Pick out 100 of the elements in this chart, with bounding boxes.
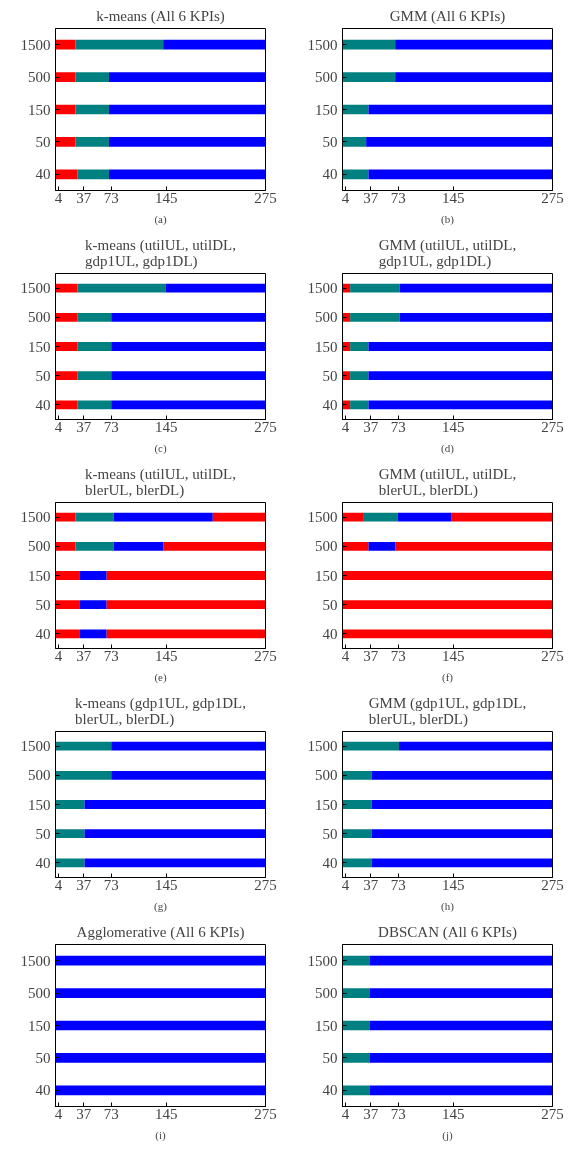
y-tick-label: 40	[322, 854, 338, 871]
x-tick-label: 145	[441, 418, 465, 435]
y-tick-label: 150	[315, 1017, 338, 1034]
x-tick-label: 275	[254, 876, 277, 893]
y-tick-label: 150	[28, 567, 51, 584]
x-tick-label: 73	[103, 189, 119, 206]
y-tick-label: 1500	[307, 509, 338, 526]
y-tick-label: 40	[35, 854, 51, 871]
y-tick-label: 150	[28, 101, 51, 118]
y-tick-label: 40	[35, 396, 51, 413]
x-tick-label: 145	[154, 876, 178, 893]
x-tick-label: 275	[254, 1105, 277, 1122]
y-tick-label: 40	[35, 1082, 51, 1099]
x-tick-label: 4	[341, 876, 350, 893]
y-tick-label: 50	[322, 825, 338, 842]
y-tick-label: 50	[35, 133, 51, 150]
x-tick-label: 73	[390, 418, 406, 435]
y-tick-label: 50	[322, 596, 338, 613]
text: (j)	[442, 1128, 454, 1142]
chart-title: Agglomerative (All 6 KPIs)	[76, 923, 245, 941]
x-tick-label: 73	[103, 1105, 119, 1122]
x-tick-label: 4	[341, 418, 350, 435]
x-tick-label: 37	[76, 189, 92, 206]
chart-title: k-means (All 6 KPIs)	[96, 7, 225, 25]
x-tick-label: 275	[541, 189, 564, 206]
y-tick-label: 40	[322, 1082, 338, 1099]
y-tick-label: 1500	[20, 952, 51, 969]
text: (f)	[442, 670, 454, 684]
x-tick-label: 73	[103, 876, 119, 893]
x-tick-label: 4	[54, 418, 63, 435]
x-tick-label: 4	[341, 189, 350, 206]
chart-title: k-means (gdp1UL, gdp1DL, blerUL, blerDL)	[75, 694, 246, 728]
x-tick-label: 4	[54, 647, 63, 664]
y-tick-label: 1500	[307, 952, 338, 969]
x-tick-label: 275	[541, 876, 564, 893]
y-tick-label: 40	[322, 396, 338, 413]
x-tick-label: 73	[390, 876, 406, 893]
y-tick-label: 500	[28, 69, 51, 86]
y-tick-label: 500	[315, 985, 338, 1002]
x-tick-label: 145	[154, 1105, 178, 1122]
x-tick-label: 73	[390, 189, 406, 206]
x-tick-label: 37	[76, 1105, 92, 1122]
x-tick-label: 37	[76, 876, 92, 893]
y-tick-label: 40	[35, 166, 51, 183]
x-tick-label: 275	[254, 647, 277, 664]
x-tick-label: 145	[154, 418, 178, 435]
x-tick-label: 37	[363, 418, 379, 435]
text: (h)	[441, 899, 455, 913]
x-tick-label: 145	[154, 189, 178, 206]
x-tick-label: 37	[363, 1105, 379, 1122]
y-tick-label: 1500	[307, 738, 338, 755]
text: (g)	[154, 899, 168, 913]
x-tick-label: 145	[441, 1105, 465, 1122]
chart-title: GMM (utilUL, utilDL, gdp1UL, gdp1DL)	[378, 236, 517, 270]
y-tick-label: 500	[28, 985, 51, 1002]
x-tick-label: 145	[154, 647, 178, 664]
x-tick-label: 73	[103, 418, 119, 435]
y-tick-label: 500	[315, 538, 338, 555]
chart-title: GMM (gdp1UL, gdp1DL, blerUL, blerDL)	[368, 694, 527, 728]
x-tick-label: 37	[76, 647, 92, 664]
x-tick-label: 145	[441, 189, 465, 206]
chart-title: DBSCAN (All 6 KPIs)	[378, 923, 517, 941]
x-tick-label: 145	[441, 647, 465, 664]
y-tick-label: 50	[35, 825, 51, 842]
y-tick-label: 500	[315, 309, 338, 326]
text: (i)	[155, 1128, 167, 1142]
y-tick-label: 150	[28, 796, 51, 813]
y-tick-label: 40	[322, 166, 338, 183]
y-tick-label: 1500	[20, 280, 51, 297]
y-tick-label: 500	[315, 69, 338, 86]
y-tick-label: 50	[322, 133, 338, 150]
x-tick-label: 275	[541, 418, 564, 435]
y-tick-label: 150	[315, 796, 338, 813]
y-tick-label: 150	[28, 338, 51, 355]
y-tick-label: 50	[322, 367, 338, 384]
x-tick-label: 4	[341, 647, 350, 664]
text: (b)	[441, 212, 455, 226]
y-tick-label: 40	[35, 625, 51, 642]
x-tick-label: 275	[254, 418, 277, 435]
text: (d)	[441, 441, 455, 455]
y-tick-label: 1500	[307, 36, 338, 53]
chart-title: GMM (All 6 KPIs)	[389, 7, 506, 25]
x-tick-label: 4	[54, 189, 63, 206]
y-tick-label: 1500	[307, 280, 338, 297]
y-tick-label: 1500	[20, 738, 51, 755]
x-tick-label: 73	[390, 1105, 406, 1122]
y-tick-label: 500	[28, 767, 51, 784]
y-tick-label: 500	[315, 767, 338, 784]
x-tick-label: 73	[390, 647, 406, 664]
text: (a)	[154, 212, 167, 226]
chart-title: k-means (utilUL, utilDL, gdp1UL, gdp1DL)	[85, 236, 236, 270]
y-tick-label: 50	[35, 1049, 51, 1066]
x-tick-label: 37	[363, 647, 379, 664]
x-tick-label: 73	[103, 647, 119, 664]
x-tick-label: 275	[541, 647, 564, 664]
y-tick-label: 150	[315, 101, 338, 118]
x-tick-label: 275	[254, 189, 277, 206]
y-tick-label: 150	[28, 1017, 51, 1034]
x-tick-label: 145	[441, 876, 465, 893]
x-tick-label: 4	[341, 1105, 350, 1122]
